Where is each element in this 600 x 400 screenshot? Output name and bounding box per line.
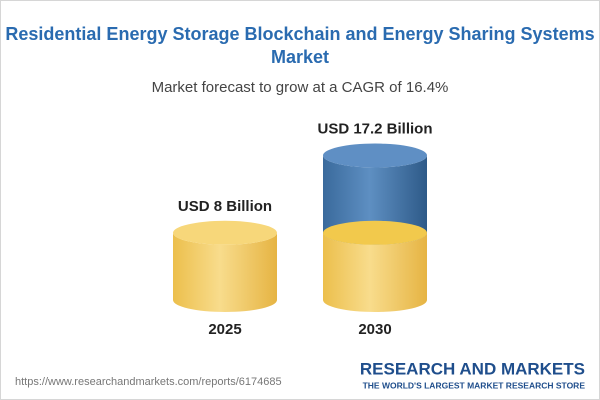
chart-subtitle: Market forecast to grow at a CAGR of 16.… <box>152 79 449 96</box>
value-label: USD 8 Billion <box>178 198 272 215</box>
cylinder-top <box>173 220 277 245</box>
cylinder-top <box>323 143 427 168</box>
x-tick-label: 2025 <box>208 321 241 338</box>
cylinder-base <box>323 232 427 312</box>
brand: RESEARCH AND MARKETS <box>360 359 585 378</box>
cylinder <box>173 232 277 312</box>
chart-title: Residential Energy Storage Blockchain an… <box>5 24 594 44</box>
tagline: THE WORLD'S LARGEST MARKET RESEARCH STOR… <box>363 380 586 390</box>
source-url: https://www.researchandmarkets.com/repor… <box>15 376 282 388</box>
cylinder-base-top <box>323 220 427 245</box>
value-label: USD 17.2 Billion <box>317 120 432 137</box>
chart-title: Market <box>271 47 329 67</box>
x-tick-label: 2030 <box>358 321 391 338</box>
